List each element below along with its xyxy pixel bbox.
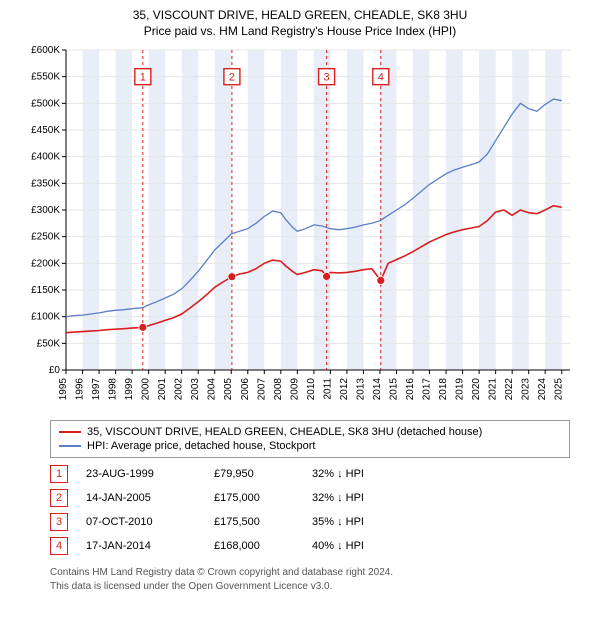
footer-text: Contains HM Land Registry data © Crown c… [50, 566, 570, 593]
svg-text:1995: 1995 [58, 378, 69, 401]
svg-text:£50K: £50K [37, 338, 61, 349]
svg-text:£450K: £450K [31, 125, 60, 136]
footer-line-1: Contains HM Land Registry data © Crown c… [50, 566, 570, 580]
transaction-date: 14-JAN-2005 [86, 492, 196, 504]
transaction-table: 1 23-AUG-1999 £79,950 32% ↓ HPI 2 14-JAN-2005… [50, 462, 570, 558]
svg-text:2007: 2007 [256, 378, 267, 401]
svg-text:2006: 2006 [240, 378, 251, 401]
svg-text:£600K: £600K [31, 45, 60, 56]
svg-text:2019: 2019 [455, 378, 466, 401]
svg-text:2001: 2001 [157, 378, 168, 401]
legend-label: 35, VISCOUNT DRIVE, HEALD GREEN, CHEADLE… [87, 426, 482, 438]
svg-text:1999: 1999 [124, 378, 135, 401]
transaction-pct: 32% ↓ HPI [312, 468, 422, 480]
line-chart-svg: £0 £50K £100K £150K £200K £250K £300K £350K £400… [20, 44, 580, 414]
svg-text:1996: 1996 [75, 378, 86, 401]
svg-text:£0: £0 [49, 365, 61, 376]
legend-swatch [59, 445, 81, 447]
svg-text:2012: 2012 [339, 378, 350, 401]
svg-text:2025: 2025 [554, 378, 565, 401]
svg-text:£350K: £350K [31, 178, 60, 189]
legend-swatch [59, 431, 81, 433]
svg-text:4: 4 [378, 72, 384, 84]
transaction-price: £168,000 [214, 540, 294, 552]
svg-text:1998: 1998 [108, 378, 119, 401]
chart-area: £0 £50K £100K £150K £200K £250K £300K £350K £400… [20, 44, 580, 414]
svg-text:2005: 2005 [223, 378, 234, 401]
svg-text:2022: 2022 [504, 378, 515, 401]
svg-text:2008: 2008 [273, 378, 284, 401]
svg-text:2000: 2000 [141, 378, 152, 401]
transaction-row: 4 17-JAN-2014 £168,000 40% ↓ HPI [50, 534, 570, 558]
transaction-badge: 4 [50, 537, 68, 555]
svg-text:£550K: £550K [31, 72, 60, 83]
svg-text:£200K: £200K [31, 258, 60, 269]
legend-row: 35, VISCOUNT DRIVE, HEALD GREEN, CHEADLE… [59, 425, 561, 439]
svg-text:£300K: £300K [31, 205, 60, 216]
svg-text:£400K: £400K [31, 152, 60, 163]
svg-text:2009: 2009 [289, 378, 300, 401]
transaction-date: 17-JAN-2014 [86, 540, 196, 552]
transaction-date: 23-AUG-1999 [86, 468, 196, 480]
svg-text:2003: 2003 [190, 378, 201, 401]
svg-text:£150K: £150K [31, 285, 60, 296]
chart-container: 35, VISCOUNT DRIVE, HEALD GREEN, CHEADLE… [0, 0, 600, 601]
svg-text:2013: 2013 [355, 378, 366, 401]
svg-text:1997: 1997 [91, 378, 102, 401]
legend-label: HPI: Average price, detached house, Stoc… [87, 440, 316, 452]
svg-text:2: 2 [229, 72, 235, 84]
transaction-badge: 2 [50, 489, 68, 507]
transaction-pct: 35% ↓ HPI [312, 516, 422, 528]
svg-text:3: 3 [324, 72, 330, 84]
svg-text:1: 1 [140, 72, 146, 84]
legend-box: 35, VISCOUNT DRIVE, HEALD GREEN, CHEADLE… [50, 420, 570, 458]
svg-text:2018: 2018 [438, 378, 449, 401]
legend-row: HPI: Average price, detached house, Stoc… [59, 439, 561, 453]
transaction-date: 07-OCT-2010 [86, 516, 196, 528]
transaction-pct: 32% ↓ HPI [312, 492, 422, 504]
transaction-price: £175,500 [214, 516, 294, 528]
transaction-row: 3 07-OCT-2010 £175,500 35% ↓ HPI [50, 510, 570, 534]
svg-text:2020: 2020 [471, 378, 482, 401]
svg-text:2014: 2014 [372, 378, 383, 401]
chart-subtitle: Price paid vs. HM Land Registry's House … [10, 24, 590, 38]
svg-text:2023: 2023 [521, 378, 532, 401]
svg-text:£250K: £250K [31, 232, 60, 243]
svg-text:2015: 2015 [388, 378, 399, 401]
svg-text:£500K: £500K [31, 98, 60, 109]
svg-text:2010: 2010 [306, 378, 317, 401]
transaction-price: £79,950 [214, 468, 294, 480]
svg-text:2004: 2004 [207, 378, 218, 401]
transaction-badge: 1 [50, 465, 68, 483]
footer-line-2: This data is licensed under the Open Gov… [50, 580, 570, 594]
svg-text:2011: 2011 [322, 378, 333, 400]
transaction-badge: 3 [50, 513, 68, 531]
chart-title: 35, VISCOUNT DRIVE, HEALD GREEN, CHEADLE… [10, 8, 590, 22]
svg-text:2024: 2024 [537, 378, 548, 401]
transaction-price: £175,000 [214, 492, 294, 504]
svg-text:£100K: £100K [31, 312, 60, 323]
transaction-pct: 40% ↓ HPI [312, 540, 422, 552]
svg-text:2002: 2002 [174, 378, 185, 401]
transaction-row: 1 23-AUG-1999 £79,950 32% ↓ HPI [50, 462, 570, 486]
svg-text:2021: 2021 [488, 378, 499, 401]
svg-text:2016: 2016 [405, 378, 416, 401]
transaction-row: 2 14-JAN-2005 £175,000 32% ↓ HPI [50, 486, 570, 510]
svg-text:2017: 2017 [422, 378, 433, 401]
title-block: 35, VISCOUNT DRIVE, HEALD GREEN, CHEADLE… [10, 8, 590, 38]
